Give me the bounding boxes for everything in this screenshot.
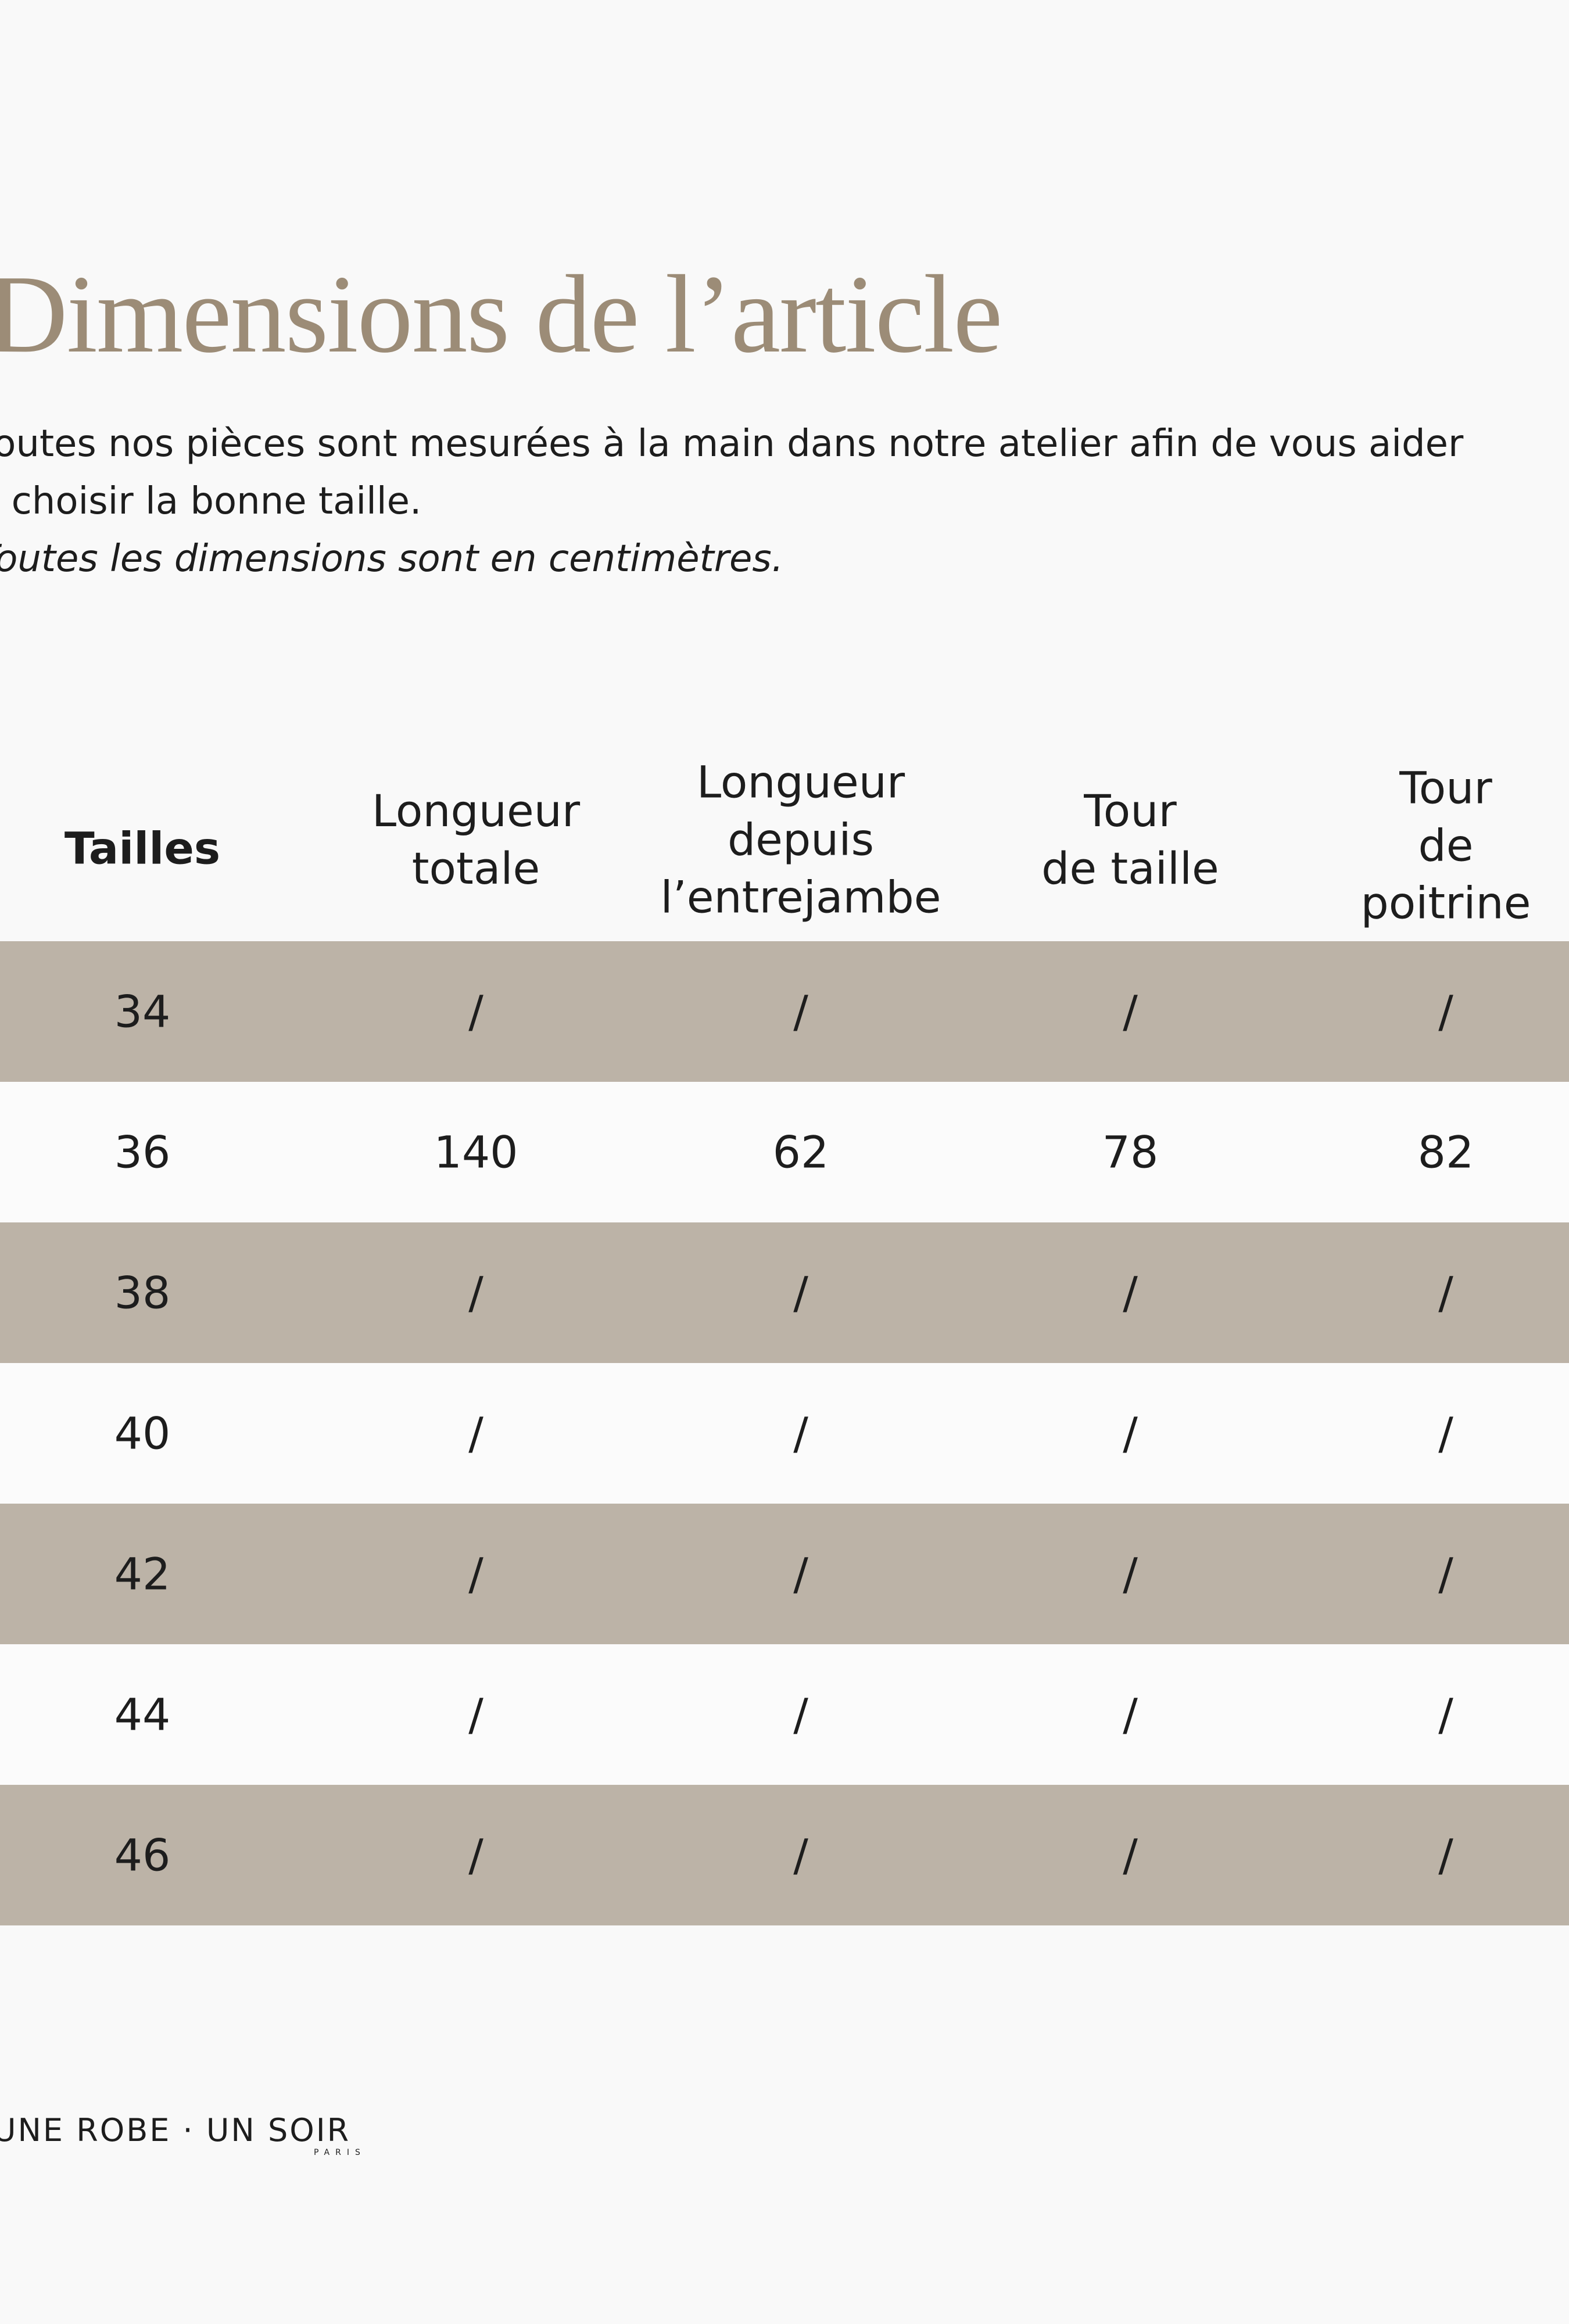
table-cell: 62 [772,1126,829,1178]
table-cell: / [793,1267,808,1319]
table-cell: / [468,1688,483,1741]
intro: Toutes nos pièces sont mesurées à la mai… [0,415,1463,588]
table-cell: 38 [114,1267,171,1319]
table-row [0,1785,1569,1925]
table-cell: 46 [114,1829,171,1881]
table-cell: / [1123,985,1138,1038]
table-cell: 82 [1417,1126,1474,1178]
table-cell: / [468,1548,483,1600]
table-cell: / [1438,1548,1453,1600]
table-row [0,1363,1569,1504]
intro-line: Toutes nos pièces sont mesurées à la mai… [0,422,1464,465]
table-row [0,1504,1569,1644]
table-cell: 34 [114,985,171,1038]
table-cell: / [793,1548,808,1600]
column-header: Longueur depuis l’entrejambe [660,756,941,923]
table-cell: / [468,985,483,1038]
table-cell: / [1438,985,1453,1038]
brand-logo: UNE ROBE · UN SOIR [0,2112,351,2149]
table-cell: 42 [114,1548,171,1600]
column-header: Tailles [64,822,221,874]
table-cell: / [1123,1407,1138,1459]
column-header: Tour de poitrine [1360,762,1531,929]
table-cell: / [1438,1407,1453,1459]
table-cell: / [468,1829,483,1881]
table-row [0,1222,1569,1363]
table-cell: / [793,985,808,1038]
table-cell: 40 [114,1407,171,1459]
table-cell: 78 [1102,1126,1159,1178]
column-header: Longueur totale [371,785,581,894]
table-cell: / [1123,1267,1138,1319]
table-cell: 44 [114,1688,171,1741]
table-cell: / [1123,1548,1138,1600]
table-cell: / [793,1688,808,1741]
table-cell: 36 [114,1126,171,1178]
note: Toutes les dimensions sont en centimètre… [0,537,784,580]
table-cell: / [793,1407,808,1459]
table-cell: / [793,1829,808,1881]
table-row [0,1644,1569,1785]
table-cell: / [1438,1829,1453,1881]
table-cell: / [468,1407,483,1459]
table-row [0,1082,1569,1222]
page-title: Dimensions de l’article [0,252,1002,376]
table-cell: / [1123,1829,1138,1881]
table-cell: / [1438,1688,1453,1741]
table-cell: 140 [434,1126,518,1178]
brand-city: PARIS [314,2148,366,2157]
table-cell: / [1123,1688,1138,1741]
table-cell: / [468,1267,483,1319]
intro-line: à choisir la bonne taille. [0,480,422,523]
table-cell: / [1438,1267,1453,1319]
column-header: Tour de taille [1041,785,1219,894]
table-row [0,941,1569,1082]
